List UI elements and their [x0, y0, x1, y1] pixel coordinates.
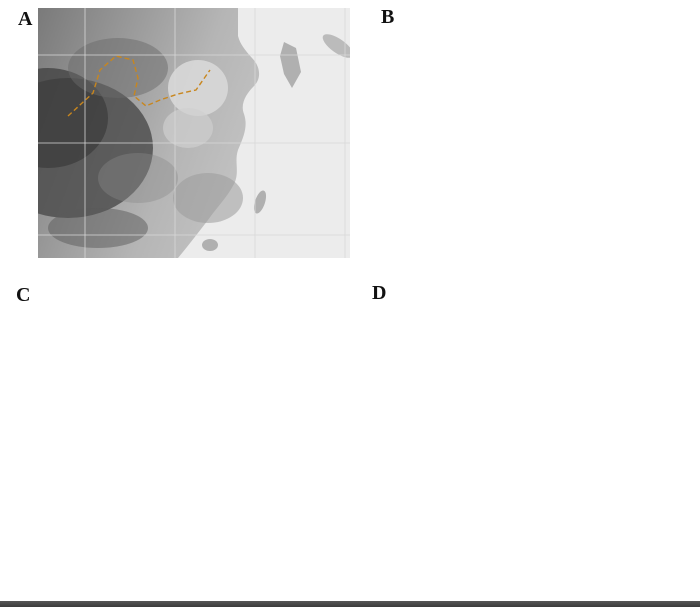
terrain-shade	[163, 108, 213, 148]
terrain-shade	[48, 208, 148, 248]
panel-d-letter: D	[372, 282, 387, 304]
panel-d-heatmap-chart	[383, 266, 700, 606]
bottom-divider	[0, 601, 700, 607]
panel-c-mds-chart	[12, 266, 380, 606]
panel-c-letter: C	[16, 284, 31, 306]
yellow-river-line	[67, 55, 211, 117]
terrain-shade	[68, 38, 168, 98]
panel-a-map	[38, 8, 350, 258]
map-hainan	[202, 239, 218, 251]
panel-a-letter: A	[18, 8, 33, 30]
panel-b-letter: B	[381, 6, 395, 28]
map-korea	[280, 42, 301, 88]
terrain-shade	[173, 173, 243, 223]
map-japan	[322, 34, 350, 58]
map-taiwan	[253, 190, 267, 214]
map-sea	[178, 8, 350, 258]
terrain-shade	[98, 153, 178, 203]
panel-b-timeline-chart	[383, 6, 700, 260]
